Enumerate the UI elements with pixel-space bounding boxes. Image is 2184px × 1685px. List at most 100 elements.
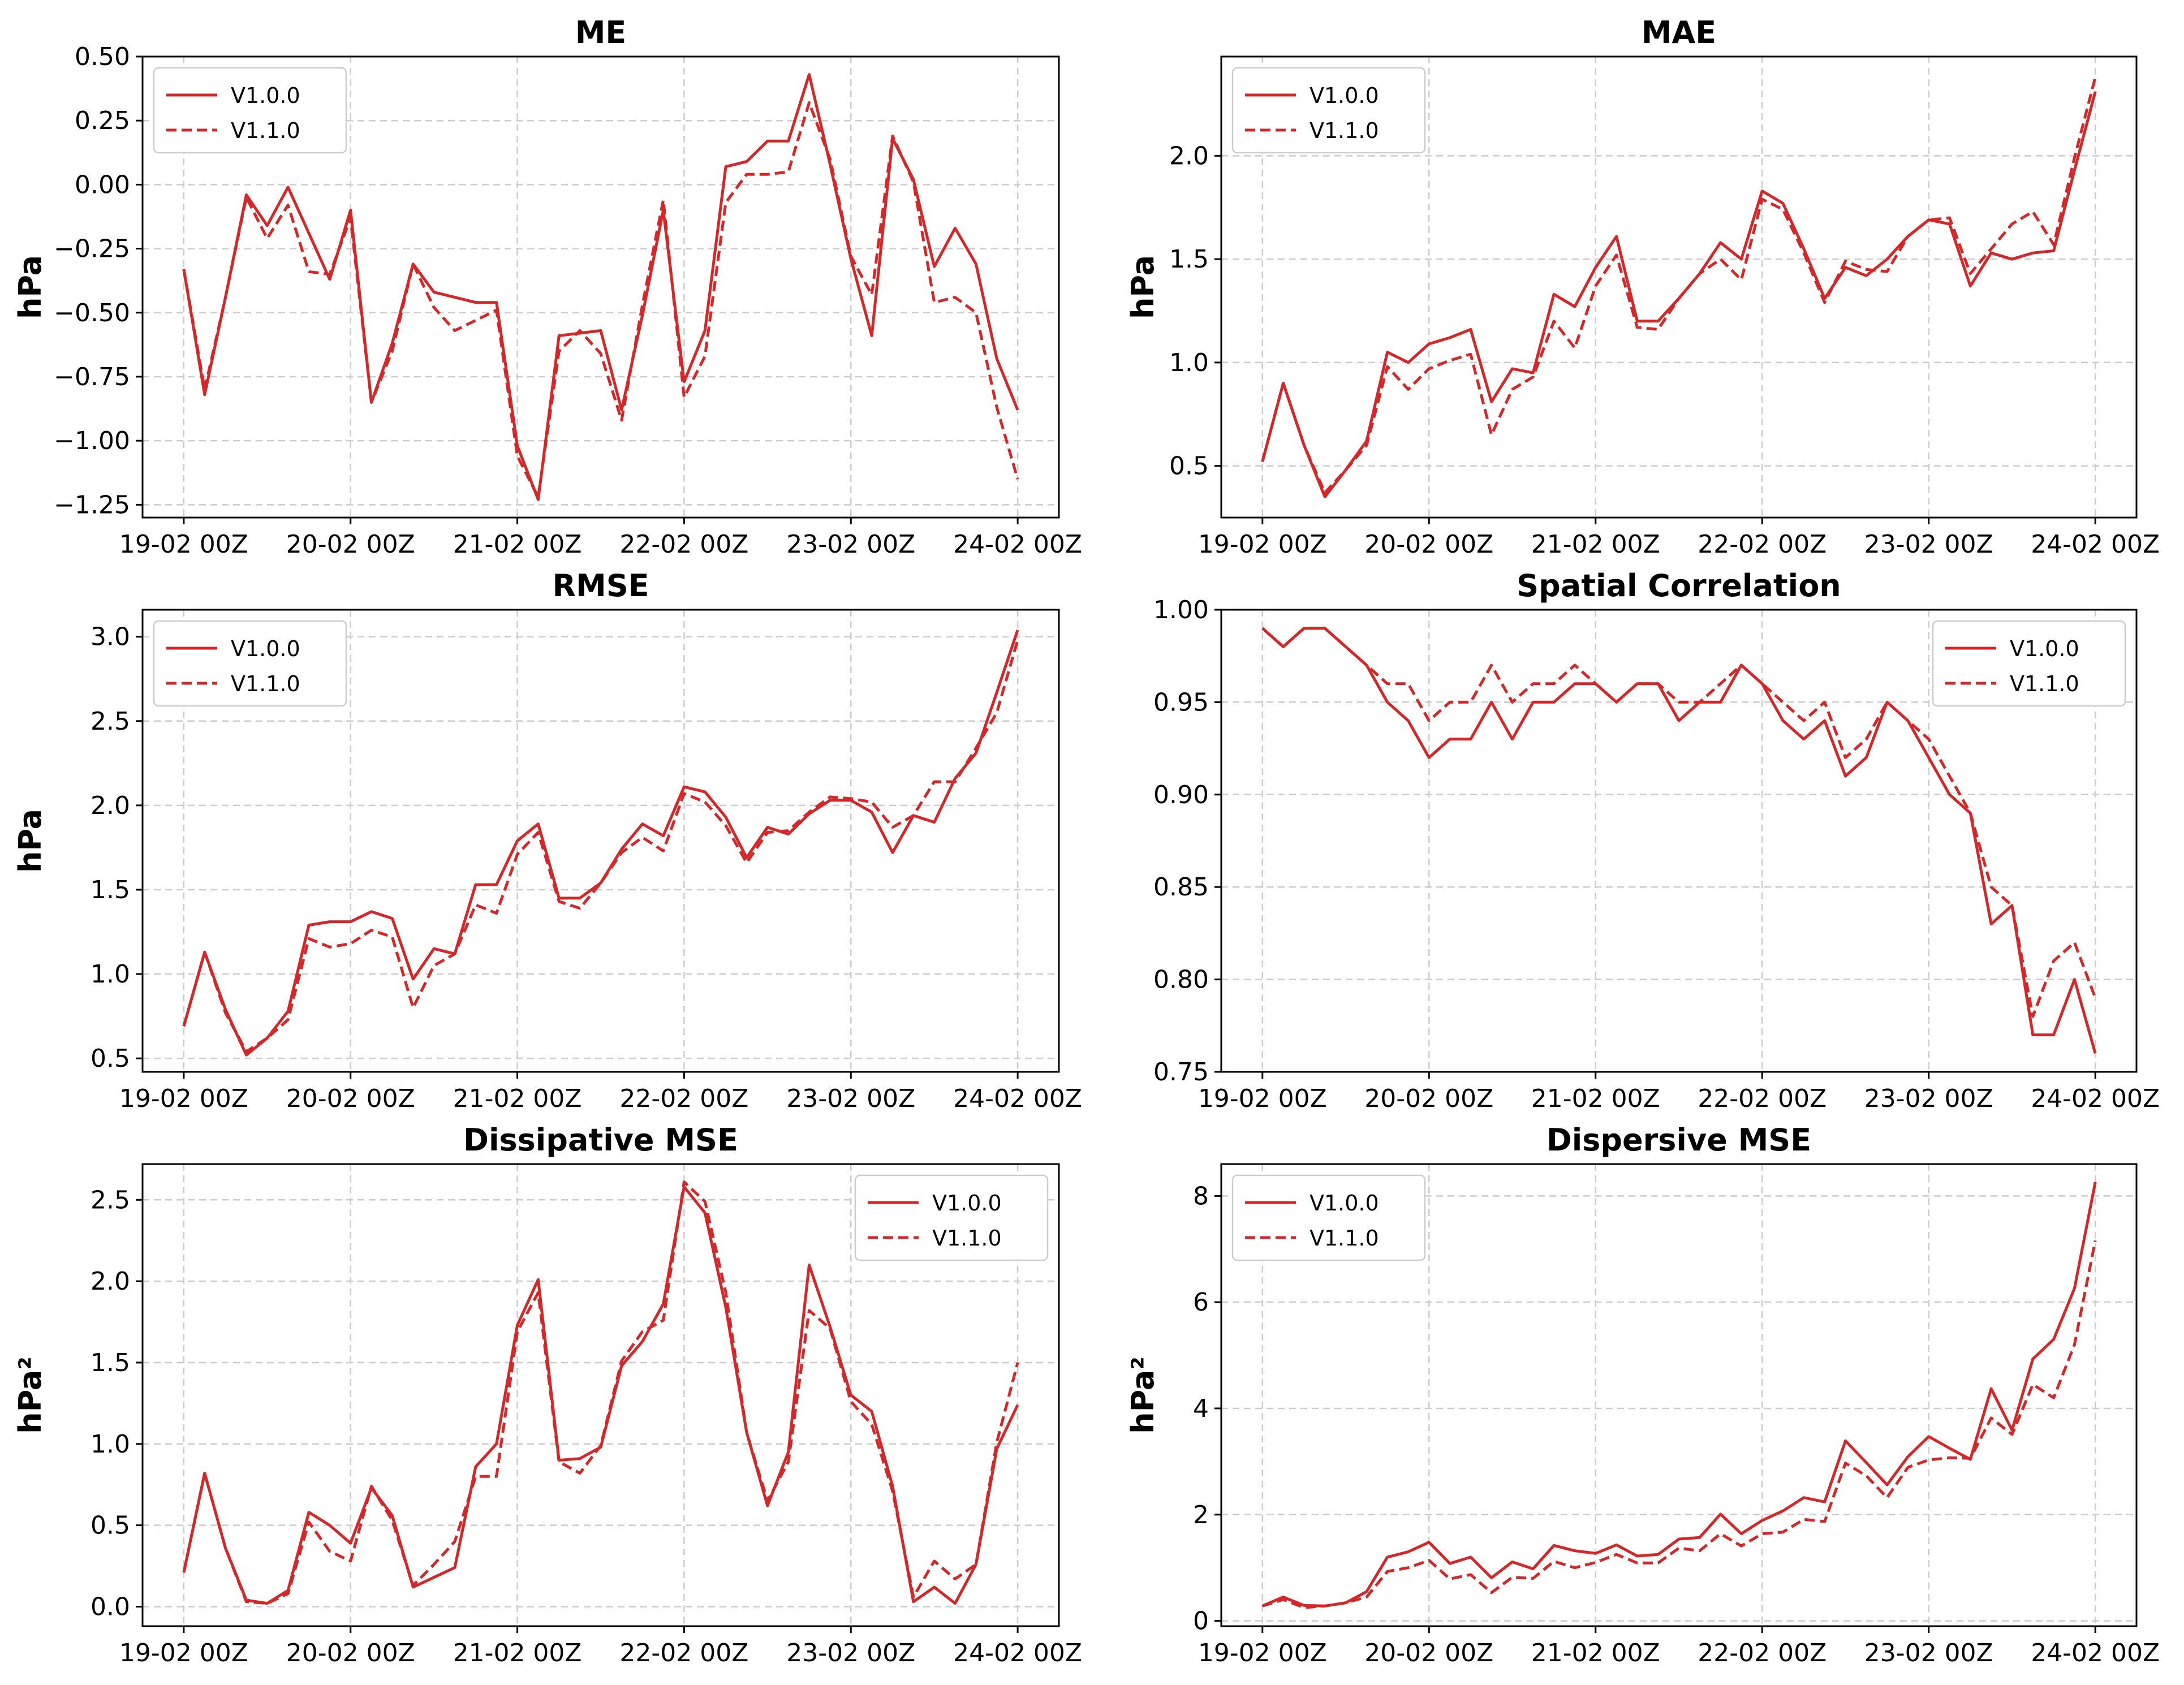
series-line-V1.0.0 <box>182 630 1019 1057</box>
y-tick-label: 0.50 <box>75 42 130 71</box>
chart-title: RMSE <box>552 568 649 604</box>
y-axis-label: hPa² <box>1125 1356 1161 1434</box>
series-line-V1.1.0 <box>182 101 1019 499</box>
y-tick-label: 1.5 <box>91 876 130 904</box>
x-tick-label: 22-02 00Z <box>1698 530 1827 559</box>
x-tick-label: 21-02 00Z <box>1531 1084 1660 1113</box>
x-tick-label: 22-02 00Z <box>619 1639 748 1667</box>
y-tick-label: 1.00 <box>1153 596 1209 624</box>
y-tick-label: −0.50 <box>54 299 130 327</box>
series-line-V1.1.0 <box>182 1180 1019 1605</box>
legend-label: V1.1.0 <box>231 118 300 143</box>
y-tick-label: 2.0 <box>1169 141 1209 170</box>
legend: V1.0.0 V1.1.0 <box>153 67 347 154</box>
legend-label: V1.0.0 <box>231 83 300 108</box>
y-tick-label: 1.0 <box>91 1430 130 1459</box>
x-tick-label: 19-02 00Z <box>119 530 248 559</box>
y-tick-label: −1.00 <box>54 426 130 455</box>
legend-label: V1.0.0 <box>932 1191 1002 1216</box>
legend-label: V1.1.0 <box>231 671 300 696</box>
chart-panel: 19-02 00Z 20-02 00Z 21-02 00Z 22-02 00Z 23-0… <box>1125 15 2160 559</box>
y-tick-label: 0.75 <box>1153 1058 1209 1087</box>
x-tick-label: 24-02 00Z <box>2031 1084 2160 1113</box>
y-tick-label: 1.0 <box>1169 348 1209 377</box>
series-line-V1.0.0 <box>1261 627 2097 1054</box>
y-tick-label: −1.25 <box>54 490 130 519</box>
x-tick-label: 20-02 00Z <box>1364 1084 1493 1113</box>
y-tick-label: 2 <box>1193 1501 1209 1529</box>
x-tick-label: 19-02 00Z <box>119 1639 248 1667</box>
series-line-V1.1.0 <box>1261 76 2097 494</box>
legend: V1.0.0 V1.1.0 <box>854 1174 1049 1261</box>
chart-panel: 19-02 00Z 20-02 00Z 21-02 00Z 22-02 00Z 23-0… <box>12 1122 1082 1667</box>
y-tick-label: 6 <box>1193 1288 1209 1317</box>
x-tick-label: 20-02 00Z <box>286 530 415 559</box>
x-tick-label: 22-02 00Z <box>1698 1084 1827 1113</box>
x-tick-label: 19-02 00Z <box>119 1084 248 1113</box>
x-tick-label: 19-02 00Z <box>1198 1084 1327 1113</box>
y-tick-label: 1.0 <box>91 960 130 989</box>
legend-label: V1.1.0 <box>932 1226 1002 1251</box>
y-tick-label: 2.5 <box>91 1186 130 1214</box>
y-tick-label: 4 <box>1193 1394 1209 1423</box>
plot-frame <box>141 55 1060 519</box>
x-tick-label: 21-02 00Z <box>453 530 582 559</box>
chart-panel: 19-02 00Z 20-02 00Z 21-02 00Z 22-02 00Z 23-0… <box>1125 1122 2160 1667</box>
y-axis-label: hPa <box>12 255 48 319</box>
x-tick-label: 23-02 00Z <box>1864 1639 1993 1667</box>
legend-label: V1.1.0 <box>2010 671 2079 696</box>
x-tick-label: 22-02 00Z <box>619 1084 748 1113</box>
series-line-V1.0.0 <box>182 73 1019 501</box>
chart-title: MAE <box>1642 15 1716 50</box>
y-tick-label: 0.5 <box>91 1511 130 1540</box>
x-tick-label: 20-02 00Z <box>286 1639 415 1667</box>
x-tick-label: 23-02 00Z <box>786 1639 915 1667</box>
x-tick-label: 22-02 00Z <box>1698 1639 1827 1667</box>
chart-title: ME <box>575 15 627 50</box>
x-tick-label: 24-02 00Z <box>2031 1639 2160 1667</box>
x-tick-label: 23-02 00Z <box>1864 1084 1993 1113</box>
x-tick-label: 21-02 00Z <box>1531 530 1660 559</box>
y-tick-label: 0 <box>1193 1607 1209 1636</box>
y-axis-label: hPa <box>1125 255 1161 319</box>
plot-frame <box>1220 55 2138 519</box>
y-tick-label: 3.0 <box>91 623 130 652</box>
x-tick-label: 21-02 00Z <box>453 1084 582 1113</box>
y-tick-label: 0.85 <box>1153 873 1209 902</box>
x-tick-label: 24-02 00Z <box>953 1639 1082 1667</box>
x-tick-label: 20-02 00Z <box>1364 1639 1493 1667</box>
y-axis-label: hPa² <box>12 1356 48 1434</box>
y-tick-label: 0.90 <box>1153 781 1209 809</box>
y-tick-label: 2.5 <box>91 707 130 736</box>
plot-frame <box>1220 609 2138 1073</box>
y-axis-label: hPa <box>12 809 48 873</box>
y-tick-label: 2.0 <box>91 791 130 820</box>
legend: V1.0.0 V1.1.0 <box>1932 620 2126 707</box>
legend-label: V1.0.0 <box>1309 83 1379 108</box>
legend-label: V1.0.0 <box>2010 636 2079 661</box>
legend-label: V1.0.0 <box>1309 1191 1379 1216</box>
y-tick-label: 1.5 <box>91 1348 130 1377</box>
plot-frame <box>141 609 1060 1073</box>
y-tick-label: 8 <box>1193 1182 1209 1210</box>
y-tick-label: 0.5 <box>91 1044 130 1073</box>
y-tick-label: 2.0 <box>91 1267 130 1296</box>
x-tick-label: 23-02 00Z <box>786 1084 915 1113</box>
y-tick-label: −0.25 <box>54 235 130 264</box>
legend: V1.0.0 V1.1.0 <box>1231 67 1426 154</box>
legend-label: V1.0.0 <box>231 636 300 661</box>
x-tick-label: 24-02 00Z <box>2031 530 2160 559</box>
legend: V1.0.0 V1.1.0 <box>1231 1174 1426 1261</box>
legend-label: V1.1.0 <box>1309 1226 1379 1251</box>
y-tick-label: 0.00 <box>75 170 130 199</box>
y-tick-label: 1.5 <box>1169 245 1209 274</box>
x-tick-label: 20-02 00Z <box>1364 530 1493 559</box>
y-tick-label: 0.5 <box>1169 452 1209 481</box>
chart-title: Dissipative MSE <box>463 1122 738 1158</box>
series-line-V1.1.0 <box>182 640 1019 1053</box>
chart-title: Dispersive MSE <box>1547 1122 1811 1158</box>
x-tick-label: 23-02 00Z <box>786 530 915 559</box>
chart-panel: 19-02 00Z 20-02 00Z 21-02 00Z 22-02 00Z 23-0… <box>12 15 1082 559</box>
plot-frame <box>1220 1163 2138 1627</box>
